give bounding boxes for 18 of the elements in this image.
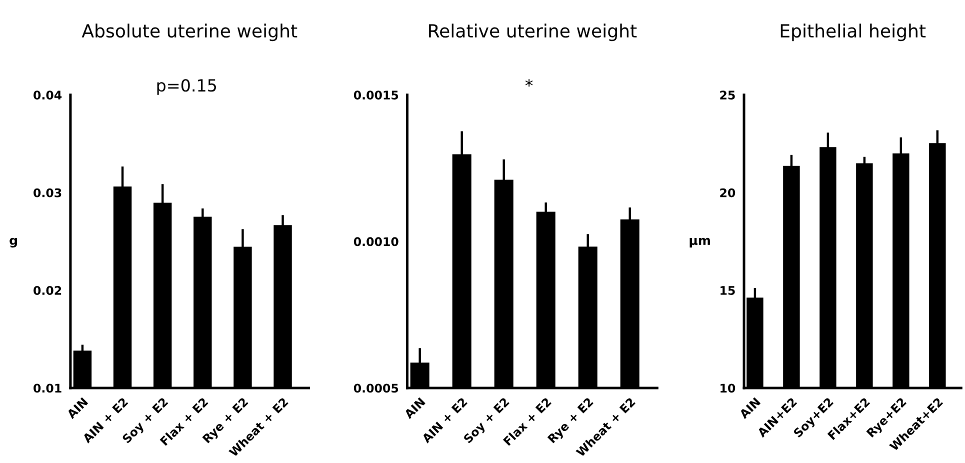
y-tick-label: 20 (720, 188, 736, 198)
y-tick-label: 10 (720, 384, 736, 393)
text: * (525, 79, 533, 87)
y-tick-label: 15 (720, 286, 735, 295)
y-tick-label: 0.0015 (354, 90, 398, 100)
y-tick-label: 25 (720, 90, 735, 100)
chart-title: Relative uterine weight (429, 24, 637, 42)
y-tick-label: 0.02 (34, 286, 62, 295)
y-axis-title: g (10, 238, 17, 248)
chart-title: Epithelial height (780, 24, 926, 42)
y-tick-label: 0.01 (34, 384, 62, 393)
text: p=0.15 (157, 79, 216, 95)
y-axis-title: µm (690, 238, 710, 248)
y-tick-label: 0.03 (34, 188, 62, 198)
y-tick-label: 0.0005 (354, 384, 398, 393)
chart-title: Absolute uterine weight (82, 24, 298, 42)
y-tick-label: 0.0010 (354, 237, 398, 246)
y-tick-label: 0.04 (34, 90, 62, 100)
